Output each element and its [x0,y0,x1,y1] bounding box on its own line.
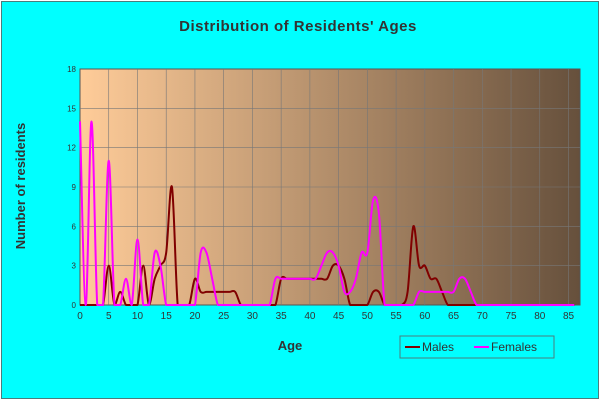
y-tick-label: 9 [72,183,77,192]
x-tick-label: 35 [276,311,288,322]
y-tick-label: 3 [72,262,77,271]
x-tick-label: 60 [419,311,431,322]
series-line-females [79,120,575,306]
legend: Males Females [399,335,555,359]
legend-label-females: Females [491,340,537,354]
y-tick-label: 15 [67,104,76,113]
x-tick-label: 5 [106,311,112,322]
y-tick-label: 6 [72,222,77,231]
x-tick-label: 65 [448,311,460,322]
x-tick-label: 10 [132,311,144,322]
x-tick-label: 55 [391,311,403,322]
chart-title: Distribution of Residents' Ages [179,18,417,35]
x-tick-label: 15 [161,311,173,322]
y-tick-label: 0 [72,301,77,310]
y-tick-labels: 0 3 6 9 12 15 18 [67,65,76,310]
x-tick-label: 70 [477,311,489,322]
series-lines [79,120,575,306]
x-axis-title: Age [278,338,303,353]
x-tick-label: 50 [362,311,374,322]
x-tick-label: 30 [247,311,259,322]
gridlines [80,69,580,305]
x-tick-label: 45 [333,311,345,322]
y-axis-title: Number of residents [13,123,28,249]
y-tick-label: 12 [67,144,76,153]
y-tick-label: 18 [67,65,76,74]
x-tick-label: 25 [218,311,230,322]
x-tick-labels: 0 5 10 15 20 25 30 35 40 45 50 55 60 65 70 75 80 85 [77,311,574,322]
legend-label-males: Males [422,340,454,354]
x-tick-label: 20 [189,311,201,322]
x-tick-label: 0 [77,311,83,322]
x-tick-label: 80 [534,311,546,322]
x-tick-label: 40 [304,311,316,322]
x-tick-label: 85 [563,311,575,322]
x-tick-label: 75 [505,311,517,322]
